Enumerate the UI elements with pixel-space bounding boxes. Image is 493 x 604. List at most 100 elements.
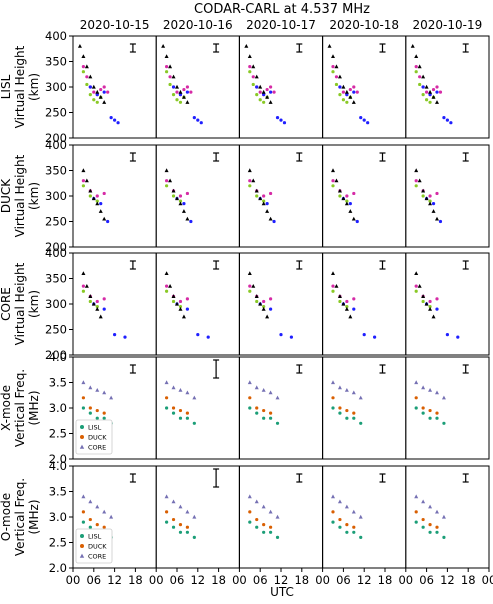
data-point [88,517,92,522]
data-point [428,504,433,509]
y-tick-label: 3.0 [49,510,67,524]
data-point [428,530,432,534]
data-point [338,406,342,410]
data-point [178,100,183,104]
data-point [106,90,110,94]
data-point [113,333,117,337]
data-point [275,535,280,540]
data-point [352,530,356,534]
data-point [81,380,86,385]
data-point [442,421,446,425]
data-point [81,65,85,69]
data-point [338,85,342,89]
data-point [98,95,103,99]
data-point [421,385,426,390]
data-point [192,395,197,400]
data-point [165,70,169,74]
data-point [421,525,425,529]
y-tick-label: 350 [45,272,67,286]
data-point [421,299,425,304]
data-markers [81,494,446,540]
data-point [91,196,96,201]
data-point [165,184,169,188]
data-point [262,416,266,420]
data-point [338,194,342,198]
data-point [345,100,349,104]
x-tick-label: 00 [398,573,413,587]
chart-panel: 4.0 3.5 3.0 2.5 2.0 X-modeVertical Freq.(MHz)… [0,350,490,466]
data-point [428,304,432,309]
data-point [373,335,377,339]
data-point [265,209,270,213]
data-point [421,406,425,410]
data-point [81,179,85,183]
data-point [456,335,460,339]
data-point [95,387,100,392]
data-point [95,408,99,413]
y-tick-label: 2.5 [49,427,67,441]
data-point [269,85,273,89]
data-point [102,100,107,104]
data-point [248,184,252,188]
data-point [258,301,263,306]
data-point [275,116,280,120]
date-label: 2020-10-15 [80,18,150,32]
data-point [81,271,86,275]
data-point [282,121,287,125]
data-point [424,301,429,306]
data-point [262,299,266,304]
data-point [77,44,82,48]
data-point [262,408,266,413]
data-point [344,504,349,509]
data-point [418,75,422,79]
data-point [442,116,446,120]
legend-marker [79,553,85,558]
data-point [279,333,283,337]
data-point [359,535,363,540]
data-point [255,194,259,198]
data-point [268,100,273,104]
data-point [428,201,433,206]
data-point [362,333,366,337]
data-point [178,89,183,94]
data-point [258,196,263,201]
y-tick-label: 250 [45,323,67,337]
data-point [178,304,183,309]
data-point [168,64,173,69]
data-point [192,514,197,519]
data-point [247,380,252,385]
data-point [438,219,443,224]
data-point [255,406,259,410]
legend-box [75,419,113,455]
data-point [258,98,262,102]
y-tick-label: 400 [45,246,67,260]
data-point [265,95,270,99]
data-point [331,70,335,74]
data-point [95,201,100,206]
chart-panel: 400 350 300 250 200 LISLVirtual Height(km) [0,29,490,145]
data-point [428,100,432,104]
data-point [348,87,352,92]
data-point [261,504,266,509]
data-point [435,525,439,529]
data-point [337,499,342,504]
data-point [352,307,356,311]
data-point [421,93,425,97]
data-point [248,406,252,410]
data-point [88,299,92,304]
data-point [428,387,433,392]
data-point [428,306,433,311]
data-point [254,74,259,79]
data-point [331,406,335,410]
data-point [279,118,283,122]
data-point [254,294,259,298]
data-point [258,84,263,89]
data-point [435,90,439,94]
data-point [84,178,89,183]
data-point [261,201,266,206]
x-tick-label: 12 [357,573,372,587]
data-point [435,411,439,415]
data-point [251,82,255,87]
data-point [88,294,93,298]
data-point [88,188,93,193]
